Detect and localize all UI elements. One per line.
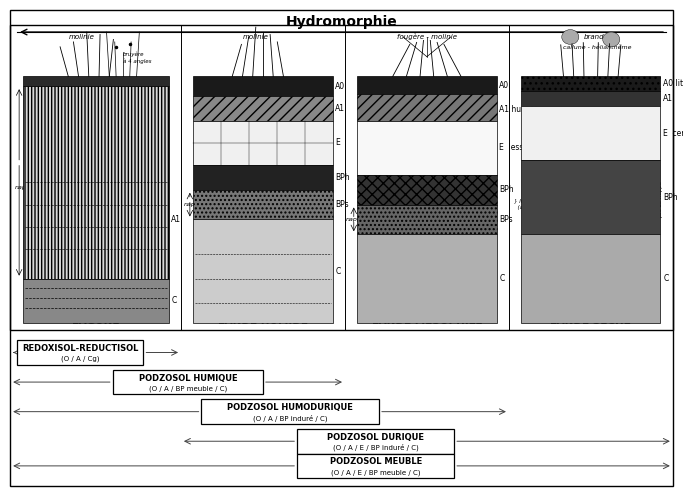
Bar (357, 94, 497, 121)
Text: E: E (335, 139, 340, 147)
Text: (O / A / Cg): (O / A / Cg) (61, 355, 100, 362)
Text: PODZOSOL MEUBLE: PODZOSOL MEUBLE (329, 458, 422, 466)
Bar (10, 25, 673, 330)
Text: A1: A1 (335, 104, 346, 113)
Text: fougère - molinie: fougère - molinie (397, 34, 457, 40)
Text: A0: A0 (499, 80, 510, 90)
Text: (O / A / BP induré / C): (O / A / BP induré / C) (253, 414, 328, 422)
Bar (297, 454, 454, 478)
Text: C: C (335, 267, 341, 276)
Bar (193, 96, 333, 121)
Text: (O / A / BP meuble / C): (O / A / BP meuble / C) (149, 385, 227, 392)
Text: BPh: BPh (663, 193, 678, 202)
Text: callune - hélianthème: callune - hélianthème (563, 45, 632, 50)
Bar (201, 399, 379, 424)
Text: C: C (499, 274, 505, 283)
Text: LANDE MESOPHILE: LANDE MESOPHILE (372, 317, 482, 326)
Text: } Induré
  (alios): } Induré (alios) (514, 199, 537, 210)
Text: A1 humifère: A1 humifère (499, 105, 546, 114)
Bar (23, 279, 169, 323)
Bar (193, 219, 333, 323)
Bar (357, 234, 497, 323)
Text: E  lessivé: E lessivé (499, 143, 535, 152)
Text: A1: A1 (663, 94, 673, 103)
Text: Hydromorphie: Hydromorphie (285, 15, 398, 29)
Text: PODZOSOL HUMIQUE: PODZOSOL HUMIQUE (139, 374, 237, 383)
Bar (193, 76, 333, 96)
Text: C: C (663, 274, 669, 283)
Bar (521, 160, 660, 234)
Bar (297, 429, 454, 454)
Ellipse shape (561, 30, 579, 44)
Text: nappe: nappe (346, 217, 366, 222)
Text: (O / A / E / BP induré / C): (O / A / E / BP induré / C) (333, 444, 419, 452)
Text: LANDE SECHE: LANDE SECHE (550, 317, 631, 326)
Bar (193, 121, 333, 165)
Bar (357, 175, 497, 205)
Text: pas de nappe: pas de nappe (658, 181, 663, 218)
Text: PODZOSOL DURIQUE: PODZOSOL DURIQUE (327, 433, 424, 442)
Text: LANDE HUMIDE: LANDE HUMIDE (218, 317, 308, 326)
Text: REDOXISOL-REDUCTISOL: REDOXISOL-REDUCTISOL (22, 344, 139, 353)
Bar (113, 370, 263, 394)
Bar (357, 121, 497, 175)
Text: BPs: BPs (499, 215, 513, 224)
Text: E  cendré: E cendré (663, 129, 683, 138)
Ellipse shape (602, 32, 620, 47)
Text: molinie: molinie (69, 35, 95, 40)
Bar (23, 76, 169, 86)
Bar (23, 86, 169, 279)
Bar (521, 234, 660, 323)
Text: (O / A / E / BP meuble / C): (O / A / E / BP meuble / C) (331, 469, 421, 476)
Bar (521, 91, 660, 106)
Text: nappe: nappe (14, 185, 34, 190)
Text: LAGUNE: LAGUNE (72, 317, 120, 326)
Bar (193, 165, 333, 190)
Text: A0: A0 (335, 82, 346, 91)
Bar (357, 205, 497, 234)
Text: A1: A1 (171, 215, 182, 224)
Text: bruyère
à 4 angles: bruyère à 4 angles (123, 52, 152, 64)
Text: C: C (171, 296, 177, 305)
Text: BPs: BPs (335, 200, 349, 209)
Text: nappe: nappe (184, 202, 204, 207)
Bar (357, 76, 497, 94)
Text: A0 litière: A0 litière (663, 79, 683, 88)
Bar (17, 340, 143, 365)
Bar (521, 106, 660, 160)
Text: BPh: BPh (335, 173, 350, 182)
Text: PODZOSOL HUMODURIQUE: PODZOSOL HUMODURIQUE (227, 403, 353, 412)
Bar (193, 190, 333, 219)
Text: brande: brande (584, 35, 609, 40)
Text: BPh: BPh (499, 185, 514, 194)
Text: molinie: molinie (243, 35, 269, 40)
Bar (521, 76, 660, 91)
